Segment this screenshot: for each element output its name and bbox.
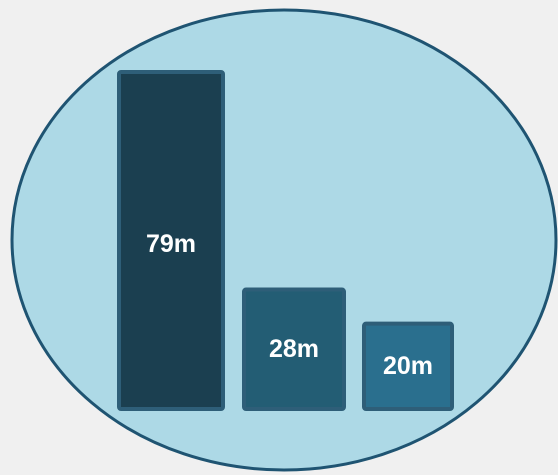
bar-label-2: 28m <box>269 335 319 363</box>
bars-group <box>117 70 454 412</box>
bar-1 <box>117 70 225 411</box>
bar-3 <box>362 321 454 411</box>
labels-group: 79m 28m 20m <box>146 230 433 380</box>
bar-label-1: 79m <box>146 230 196 258</box>
bar-label-3: 20m <box>383 352 433 380</box>
bar-2 <box>242 287 346 412</box>
